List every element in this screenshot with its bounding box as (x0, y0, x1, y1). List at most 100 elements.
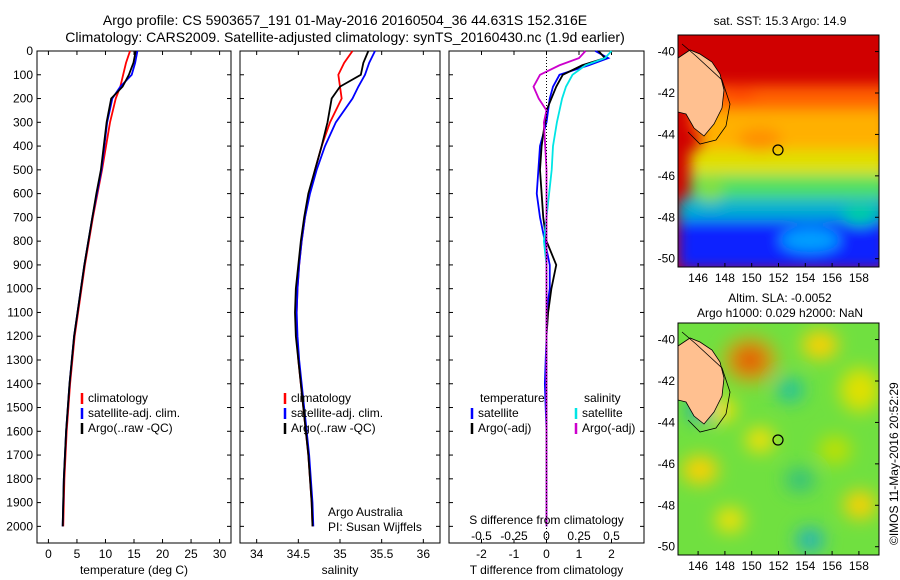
sla-map (678, 323, 879, 555)
sla-map-title-2: Argo h1000: 0.029 h2000: NaN (696, 306, 864, 320)
salinity-diff-axis-label: S difference from climatology (469, 513, 624, 527)
x-tick-label: 1 (576, 547, 583, 561)
map-lon-label: 150 (742, 271, 762, 285)
x-tick-label: -2 (476, 547, 487, 561)
legend-label: satellite (478, 406, 519, 420)
annotation-text: PI: Susan Wijffels (328, 520, 422, 534)
map-lat-label: -44 (658, 415, 676, 429)
y-tick-label: 300 (13, 115, 33, 129)
map-lon-label: 146 (688, 559, 708, 573)
map-lon-label: 154 (795, 271, 815, 285)
x-tick-label: 10 (99, 547, 113, 561)
map-lat-label: -46 (658, 169, 676, 183)
legend-label: satellite-adj. clim. (291, 406, 383, 420)
x-tick-label: 0 (543, 547, 550, 561)
y-tick-label: 2000 (6, 519, 33, 533)
x-tick-label: 25 (184, 547, 198, 561)
map-lat-label: -50 (658, 540, 676, 554)
x-tick-label: 35 (333, 547, 347, 561)
panel-frame (239, 50, 441, 544)
map-lat-label: -50 (658, 252, 676, 266)
x-tick-label: 35.5 (370, 547, 394, 561)
legend-label: Argo(-adj) (478, 421, 531, 435)
y-tick-label: 400 (13, 139, 33, 153)
x-tick-label: 20 (156, 547, 170, 561)
x-axis-label: temperature (deg C) (80, 563, 188, 577)
y-tick-label: 1800 (6, 472, 33, 486)
salinity-diff-tick-label: -0.25 (500, 529, 528, 543)
y-tick-label: 1400 (6, 377, 33, 391)
series-line-1 (535, 50, 611, 527)
y-tick-label: 800 (13, 234, 33, 248)
legend-label: climatology (291, 391, 351, 405)
legend-label: temperature (480, 391, 545, 405)
x-tick-label: 15 (127, 547, 141, 561)
series-line-3 (61, 50, 137, 527)
sla-map-axes: 146 148 150 152 154 156 158 -40 -42 -44 -46 -48 -50 (658, 333, 879, 573)
map-lat-label: -42 (658, 374, 676, 388)
y-tick-label: 100 (13, 68, 33, 82)
map-lon-label: 150 (742, 559, 762, 573)
legend-label: salinity (584, 391, 621, 405)
map-lon-label: 152 (768, 559, 788, 573)
map-lat-label: -44 (658, 127, 676, 141)
x-tick-label: -1 (509, 547, 520, 561)
argo-position-marker (772, 144, 784, 156)
y-tick-label: 1700 (6, 448, 33, 462)
legend-label: Argo(..raw -QC) (291, 421, 376, 435)
y-tick-label: 1200 (6, 329, 33, 343)
x-tick-label: 30 (213, 547, 227, 561)
sst-map-title: sat. SST: 15.3 Argo: 14.9 (713, 14, 847, 28)
y-tick-label: 1300 (6, 353, 33, 367)
series-line-4 (532, 50, 587, 527)
sla-map-title-1: Altim. SLA: -0.0052 (728, 291, 832, 305)
series-line-1 (62, 50, 131, 527)
y-tick-label: 700 (13, 210, 33, 224)
series-line-2 (61, 50, 139, 527)
title-line-1: Argo profile: CS 5903657_191 01-May-2016… (102, 12, 588, 28)
panel-frame (36, 50, 232, 544)
map-lon-label: 156 (822, 559, 842, 573)
salinity-diff-tick-label: 0 (543, 529, 550, 543)
map-lon-label: 146 (688, 271, 708, 285)
y-tick-label: 1600 (6, 424, 33, 438)
map-lat-label: -40 (658, 45, 676, 59)
y-tick-label: 500 (13, 163, 33, 177)
profile-panel-1: 0100200300400500600700800900100011001200… (6, 44, 232, 577)
profile-panel-2: 34 34.5 35 35.5 36 salinity climatologysatelli… (239, 50, 441, 577)
legend-label: Argo(-adj) (582, 421, 635, 435)
map-lat-label: -48 (658, 210, 676, 224)
map-lat-label: -42 (658, 86, 676, 100)
y-tick-label: 1000 (6, 282, 33, 296)
sst-map (678, 35, 879, 267)
x-axis-label: salinity (322, 563, 359, 577)
map-lon-label: 148 (715, 559, 735, 573)
legend-label: climatology (88, 391, 148, 405)
y-tick-label: 200 (13, 92, 33, 106)
y-tick-label: 1900 (6, 496, 33, 510)
x-tick-label: 34 (250, 547, 264, 561)
map-lon-label: 158 (849, 559, 869, 573)
x-tick-label: 5 (74, 547, 81, 561)
y-tick-label: 900 (13, 258, 33, 272)
x-tick-label: 36 (417, 547, 431, 561)
map-lat-label: -46 (658, 457, 676, 471)
map-lon-label: 148 (715, 271, 735, 285)
argo-position-marker-sla (772, 434, 784, 446)
x-axis-label: T difference from climatology (470, 563, 624, 577)
sst-map-axes: 146 148 150 152 154 156 158 -40 -42 -44 -46 -48 -50 (658, 45, 879, 285)
legend-label: Argo(..raw -QC) (88, 421, 173, 435)
legend-label: satellite-adj. clim. (88, 406, 180, 420)
annotation-text: Argo Australia (328, 505, 403, 519)
map-lat-label: -40 (658, 333, 676, 347)
map-lon-label: 152 (768, 271, 788, 285)
series-line-1 (295, 50, 354, 527)
salinity-diff-tick-label: -0.5 (471, 529, 492, 543)
title-line-2: Climatology: CARS2009. Satellite-adjuste… (65, 29, 625, 45)
y-tick-label: 1500 (6, 401, 33, 415)
x-tick-label: 34.5 (287, 547, 311, 561)
profile-panel-3: -2 -1 0 1 2 T difference from climatology temp… (448, 50, 645, 577)
y-tick-label: 1100 (7, 305, 33, 319)
salinity-diff-tick-label: 0.5 (603, 529, 620, 543)
